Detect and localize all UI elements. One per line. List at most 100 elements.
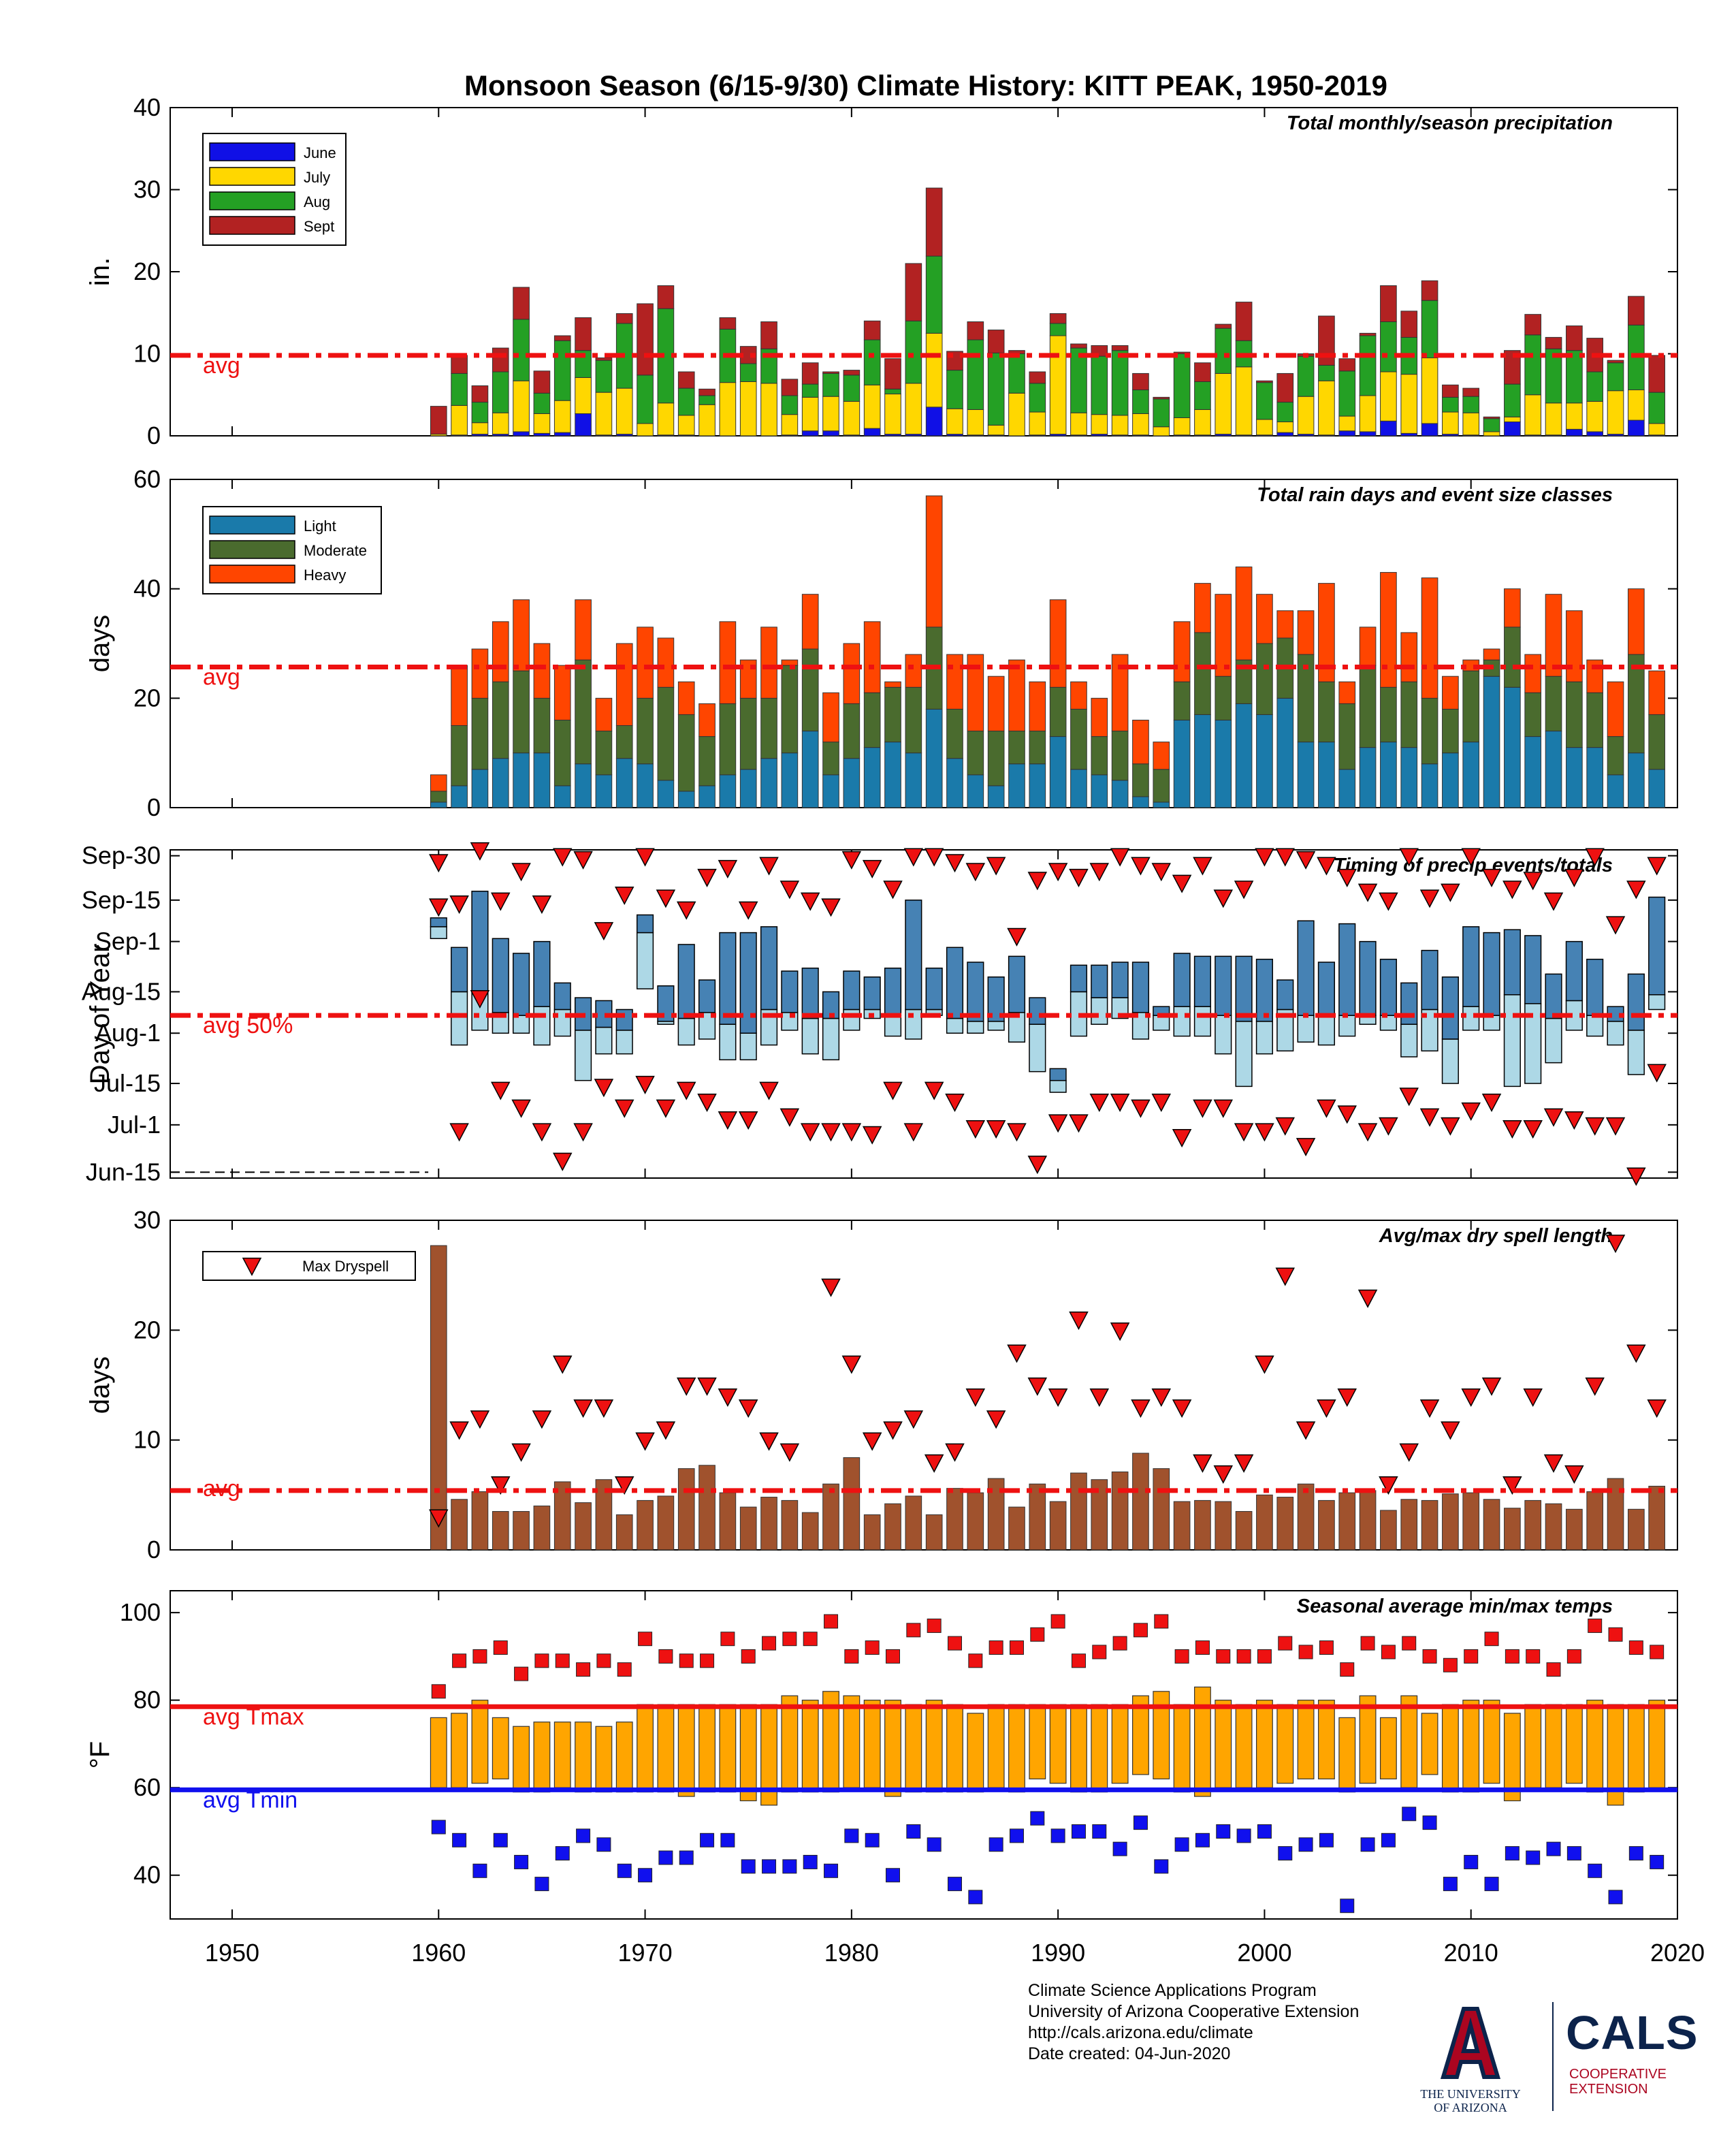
temp-range-bar (471, 1700, 489, 1784)
timing-lower-bar (1503, 994, 1521, 1088)
avg-label: avg (203, 665, 240, 690)
timing-upper-bar (781, 970, 799, 1013)
bar-moderate (1648, 714, 1665, 770)
y-tick-label: Sep-30 (82, 842, 161, 870)
timing-upper-bar (1400, 982, 1418, 1025)
bar-heavy (1607, 681, 1624, 737)
first-event-marker (1151, 1093, 1172, 1113)
min-tmin-marker (1360, 1837, 1375, 1852)
last-event-marker (1069, 868, 1089, 887)
max-dryspell-marker (1027, 1377, 1048, 1396)
min-tmin-marker (576, 1828, 591, 1843)
bar-moderate (698, 736, 716, 787)
max-tmax-marker (1071, 1653, 1086, 1668)
temp-range-bar (677, 1704, 695, 1797)
bar-heavy (1421, 577, 1438, 699)
max-dryspell-marker (511, 1443, 531, 1462)
timing-upper-bar (719, 932, 737, 1025)
first-event-marker (1585, 1117, 1605, 1136)
min-tmin-marker (824, 1863, 839, 1878)
timing-upper-bar (553, 982, 571, 1011)
first-event-marker (1172, 1129, 1192, 1148)
bar-sept (719, 317, 737, 330)
first-event-marker (1379, 1117, 1398, 1136)
min-tmin-marker (534, 1877, 549, 1892)
max-tmax-marker (1546, 1662, 1561, 1677)
bar-moderate (657, 686, 675, 781)
bar-july (1421, 358, 1438, 424)
max-tmax-marker (782, 1632, 797, 1647)
temp-range-bar (1317, 1700, 1335, 1779)
last-event-marker (1626, 880, 1646, 900)
bar-light (1442, 752, 1459, 808)
max-dryspell-marker (1419, 1399, 1440, 1418)
bar-july (1008, 392, 1025, 436)
bar-aug (843, 375, 861, 402)
timing-lower-bar (822, 1017, 840, 1061)
timing-lower-bar (739, 1032, 757, 1061)
bar-heavy (1648, 670, 1665, 715)
max-tmax-marker (803, 1632, 818, 1647)
bar-moderate (863, 692, 881, 748)
y-tick-label: 60 (133, 465, 161, 493)
timing-upper-bar (1441, 976, 1459, 1040)
max-tmax-marker (824, 1614, 839, 1629)
legend-swatch (209, 191, 295, 210)
first-event-marker (1481, 1093, 1502, 1113)
bar-july (719, 382, 737, 436)
bar-sept (781, 379, 799, 396)
timing-upper-bar (843, 970, 861, 1011)
panel-3: Timing of precip events/totalsJun-15Jul-… (82, 842, 1678, 1186)
bar-light (1297, 742, 1315, 808)
last-event-marker (986, 857, 1006, 876)
min-tmin-marker (1133, 1815, 1148, 1830)
min-tmin-marker (906, 1824, 921, 1839)
max-dryspell-marker (1255, 1355, 1274, 1374)
last-event-marker (1089, 863, 1110, 882)
bar-sept (1607, 360, 1624, 364)
temp-range-bar (884, 1700, 901, 1797)
max-dryspell-marker (821, 1278, 841, 1297)
max-tmax-marker (741, 1649, 756, 1664)
temp-range-bar (698, 1704, 716, 1793)
max-dryspell-marker (1048, 1388, 1068, 1408)
temp-range-bar (1255, 1700, 1273, 1788)
bar-moderate (575, 659, 592, 765)
max-tmax-marker (1443, 1657, 1458, 1672)
first-event-marker (738, 1111, 758, 1130)
avg-dryspell-bar (946, 1488, 963, 1551)
last-event-marker (1048, 863, 1068, 882)
panel-4: Avg/max dry spell length 0 10 20 30 days avg Ma… (85, 1206, 1678, 1563)
timing-upper-bar (1193, 955, 1212, 1007)
timing-upper-bar (760, 926, 778, 1011)
avg-dryspell-bar (1566, 1508, 1583, 1551)
min-tmin-marker (700, 1832, 715, 1847)
bar-sept (863, 320, 881, 340)
bar-heavy (637, 626, 654, 699)
max-tmax-marker (1257, 1649, 1272, 1664)
legend-label: Aug (304, 193, 330, 210)
last-event-marker (1523, 872, 1543, 891)
avg-dryspell-bar (553, 1481, 571, 1551)
last-event-marker (1275, 848, 1295, 867)
last-event-marker (779, 880, 800, 900)
timing-upper-bar (946, 947, 964, 1019)
first-event-marker (1027, 1156, 1048, 1175)
timing-lower-bar (801, 1017, 819, 1055)
bar-light (1504, 686, 1521, 808)
x-tick-label: 1980 (824, 1939, 879, 1967)
min-tmin-marker (927, 1837, 942, 1852)
bar-light (1049, 736, 1067, 808)
max-dryspell-marker (779, 1443, 800, 1462)
min-tmin-marker (844, 1828, 859, 1843)
last-event-marker (945, 854, 965, 873)
temp-range-bar (1379, 1717, 1397, 1779)
max-dryspell-marker (862, 1432, 882, 1451)
timing-lower-bar (1545, 1017, 1562, 1064)
last-event-marker (862, 859, 882, 878)
max-dryspell-marker (1296, 1421, 1316, 1440)
min-tmin-marker (741, 1859, 756, 1874)
max-tmax-marker (1464, 1649, 1479, 1664)
temp-range-bar (925, 1700, 943, 1793)
timing-lower-bar (533, 1006, 551, 1046)
